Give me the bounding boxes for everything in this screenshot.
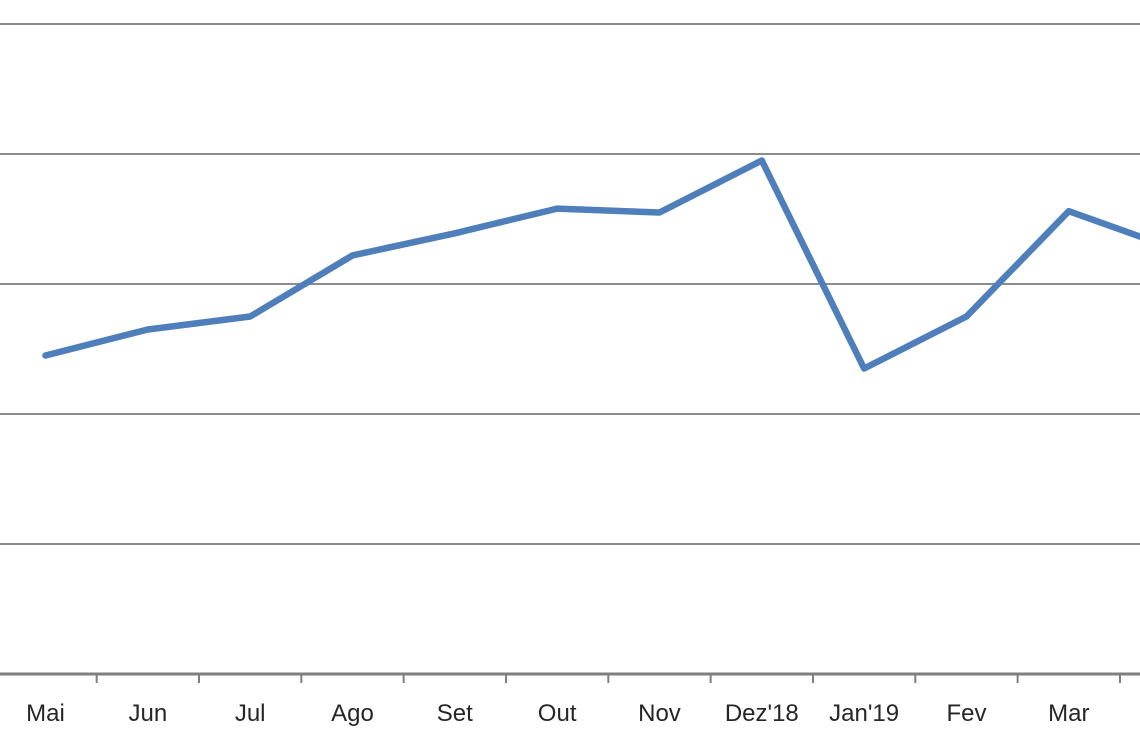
x-axis-label: Jul [235,700,266,727]
x-axis-label: Fev [946,700,986,727]
x-axis-label: Mar [1048,700,1089,727]
data-line-series [42,157,1140,372]
x-axis-label: Ago [331,700,374,727]
x-axis-label: Nov [638,700,681,727]
x-axis-label: Mai [26,700,65,727]
x-axis-label: Out [538,700,577,727]
x-axis-label: Jan'19 [829,700,899,727]
x-axis-label: Dez'18 [725,700,799,727]
x-axis-label: Set [437,700,473,727]
x-axis-label: Jun [128,700,167,727]
